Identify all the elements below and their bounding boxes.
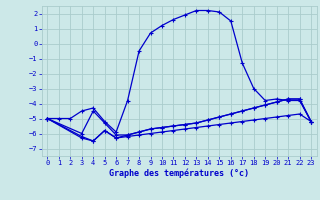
X-axis label: Graphe des températures (°c): Graphe des températures (°c) <box>109 169 249 178</box>
